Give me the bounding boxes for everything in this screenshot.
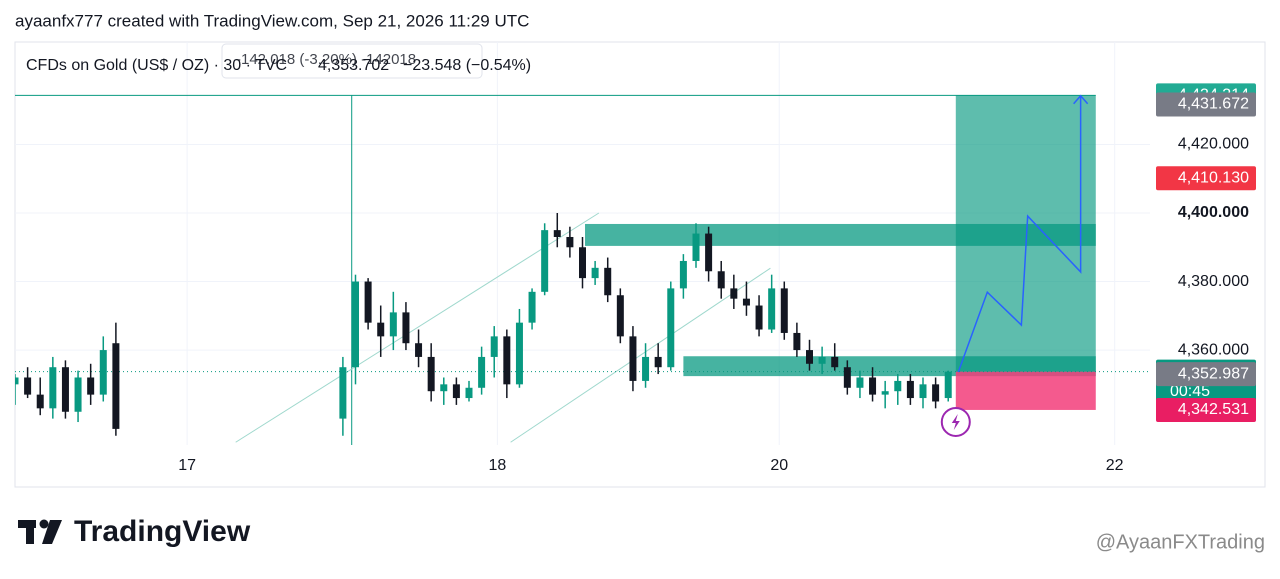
- plot-area: [15, 42, 1150, 445]
- candle-body: [490, 336, 498, 357]
- x-tick-label: 17: [178, 457, 196, 474]
- projection-path: [957, 95, 1082, 373]
- candle-body: [579, 247, 586, 279]
- price-axis: 4,360.000 4,380.000 4,400.000 4,420.000 4,43…: [1156, 83, 1256, 422]
- candle-body: [452, 384, 460, 399]
- candle-body: [629, 336, 637, 381]
- candle-body: [15, 377, 19, 385]
- candle-body: [793, 332, 801, 351]
- price-marker: [1156, 362, 1256, 387]
- candle-body: [780, 288, 788, 333]
- candle-body: [503, 336, 511, 385]
- candle-body: [604, 267, 612, 296]
- candle-body: [831, 356, 839, 368]
- legend-change: −23.548 (−0.54%): [403, 57, 531, 74]
- legend-title: CFDs on Gold (US$ / OZ) · 30 · TVC: [26, 57, 287, 74]
- candle-body: [99, 350, 107, 395]
- price-marker: [1156, 397, 1256, 422]
- countdown: 00:45: [1170, 383, 1210, 400]
- candle-body: [894, 380, 902, 392]
- candle-body: [919, 384, 927, 399]
- candle-body: [478, 356, 486, 388]
- candle-body: [705, 233, 713, 272]
- candle-body: [654, 356, 662, 368]
- candle-body: [364, 281, 372, 323]
- candle-body: [339, 367, 347, 419]
- candle-body: [74, 377, 82, 412]
- candle-body: [717, 271, 725, 289]
- candle-body: [944, 371, 952, 399]
- legend-price: 4,353.702: [318, 57, 389, 74]
- candle-body: [856, 377, 864, 388]
- price-marker-label: 4,342.531: [1178, 401, 1249, 418]
- candle-body: [112, 343, 120, 429]
- candle-body: [553, 230, 561, 237]
- tooltip-text: -142.018 (-3.20%) -142018: [236, 51, 416, 68]
- y-tick-label: 4,420.000: [1178, 136, 1249, 153]
- brand: TradingView: [74, 515, 251, 548]
- candle-body: [755, 305, 763, 330]
- candle-body: [742, 298, 750, 306]
- candle-body: [566, 236, 574, 248]
- candle-body: [843, 367, 851, 388]
- candle-body: [36, 394, 44, 409]
- candle-body: [806, 350, 813, 364]
- candle-body: [616, 295, 624, 337]
- candle-body: [427, 356, 435, 392]
- candle-body: [730, 288, 738, 299]
- tradingview-logo: [18, 519, 62, 544]
- candle-body: [667, 288, 675, 368]
- candle-body: [932, 384, 940, 402]
- candle-body: [692, 233, 700, 261]
- price-marker-label: 4,410.130: [1178, 170, 1249, 187]
- candle-body: [440, 384, 448, 392]
- candle-body: [61, 367, 69, 412]
- candle-body: [679, 260, 687, 289]
- x-tick-label: 22: [1106, 457, 1124, 474]
- candle-body: [818, 356, 826, 364]
- channel-line: [510, 267, 771, 443]
- projection-arrow: [1073, 94, 1089, 105]
- candle-body: [87, 377, 95, 395]
- x-tick-label: 20: [770, 457, 788, 474]
- candle-body: [591, 267, 599, 279]
- tooltip-box: [221, 43, 483, 79]
- candle-body: [352, 281, 359, 368]
- candle-body: [642, 356, 650, 381]
- price-marker: [1156, 166, 1256, 191]
- alert-bolt: [951, 413, 960, 430]
- candle-body: [541, 230, 549, 292]
- candle-body: [415, 343, 423, 357]
- candle-body: [906, 380, 914, 399]
- target-zone: [955, 95, 1096, 372]
- candle-body: [377, 322, 385, 337]
- x-tick-label: 18: [488, 457, 506, 474]
- candle-body: [402, 312, 410, 344]
- candle-body: [465, 387, 473, 399]
- channel-line: [235, 212, 600, 443]
- candle-body: [768, 288, 776, 330]
- candle-body: [528, 291, 536, 323]
- candle-body: [881, 391, 889, 395]
- watermark: @AyaanFXTrading: [1096, 531, 1265, 553]
- y-tick-label: 4,360.000: [1178, 341, 1249, 358]
- y-tick-label: 4,380.000: [1178, 273, 1249, 290]
- candle-body: [24, 377, 32, 395]
- candle-body: [389, 312, 397, 337]
- price-marker-label: 4,352.987: [1178, 365, 1249, 382]
- y-tick-label: 4,400.000: [1178, 204, 1249, 221]
- stop-zone: [955, 371, 1096, 410]
- chart-frame: [14, 41, 1266, 488]
- header: ayaanfx777 created with TradingView.com,…: [15, 11, 529, 30]
- price-marker: [1156, 92, 1256, 117]
- candle-body: [869, 377, 877, 395]
- candle-body: [49, 367, 57, 409]
- price-marker-label: 4,431.672: [1178, 96, 1249, 113]
- candle-body: [515, 322, 523, 385]
